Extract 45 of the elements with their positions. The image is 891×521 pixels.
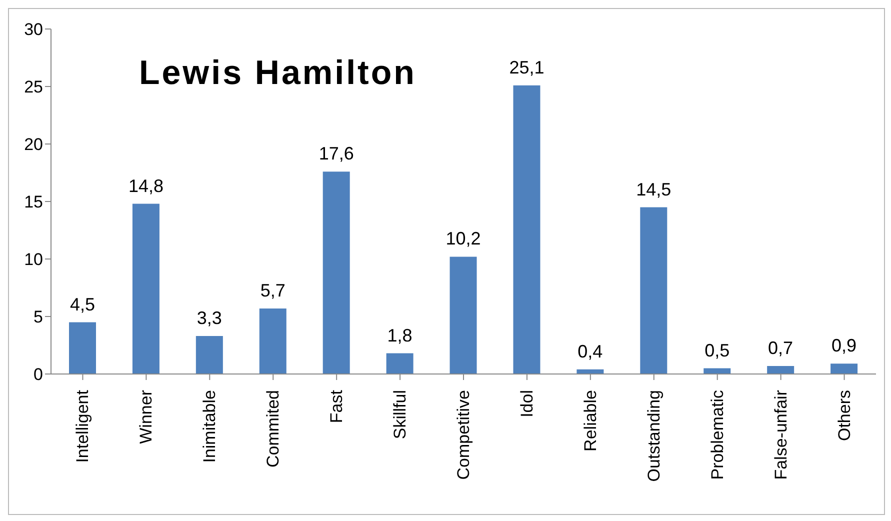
bar — [513, 85, 540, 374]
x-tick-label: Inimitable — [200, 390, 220, 463]
bar — [69, 322, 96, 374]
bar — [196, 336, 223, 374]
data-label: 10,2 — [446, 228, 481, 249]
x-tick-label: Problematic — [708, 390, 727, 480]
y-tick-label: 5 — [34, 308, 43, 327]
y-tick-label: 20 — [24, 135, 43, 154]
x-tick-label: Others — [834, 390, 854, 442]
bar — [830, 364, 858, 374]
y-tick-label: 25 — [24, 78, 43, 97]
x-tick-label: Fast — [327, 390, 346, 424]
x-tick-label: Idol — [517, 390, 536, 418]
bar — [767, 366, 794, 374]
x-tick-label: Winner — [136, 390, 156, 444]
x-tick-label: Skillful — [390, 390, 410, 440]
data-label: 1,8 — [387, 325, 412, 346]
data-label: 25,1 — [509, 57, 544, 78]
y-tick-label: 0 — [34, 365, 43, 384]
bar — [450, 256, 477, 374]
y-tick-label: 10 — [24, 250, 43, 270]
data-label: 14,8 — [128, 176, 164, 196]
x-tick-label: Commited — [264, 390, 283, 468]
data-label: 17,6 — [318, 144, 354, 164]
data-label: 0,5 — [704, 340, 730, 360]
data-label: 5,7 — [260, 280, 286, 300]
x-tick-label: Reliable — [580, 390, 600, 452]
bar — [640, 207, 668, 374]
data-label: 0,9 — [832, 336, 857, 356]
data-label: 4,5 — [70, 294, 96, 314]
x-tick-label: False-unfair — [771, 390, 790, 480]
text: Lewis Hamilton — [139, 54, 416, 93]
y-tick-label: 15 — [24, 192, 43, 212]
data-label: 0,7 — [768, 338, 794, 358]
bar — [386, 353, 414, 374]
bar — [322, 172, 350, 374]
x-tick-label: Outstanding — [644, 390, 664, 482]
x-tick-label: Intelligent — [73, 390, 92, 463]
data-label: 3,3 — [196, 308, 222, 328]
y-tick-label: 30 — [24, 20, 43, 40]
data-label: 14,5 — [636, 179, 672, 200]
data-label: 0,4 — [578, 341, 603, 362]
x-tick-label: Competitive — [454, 390, 473, 480]
bar — [259, 308, 286, 374]
bar — [132, 204, 160, 374]
